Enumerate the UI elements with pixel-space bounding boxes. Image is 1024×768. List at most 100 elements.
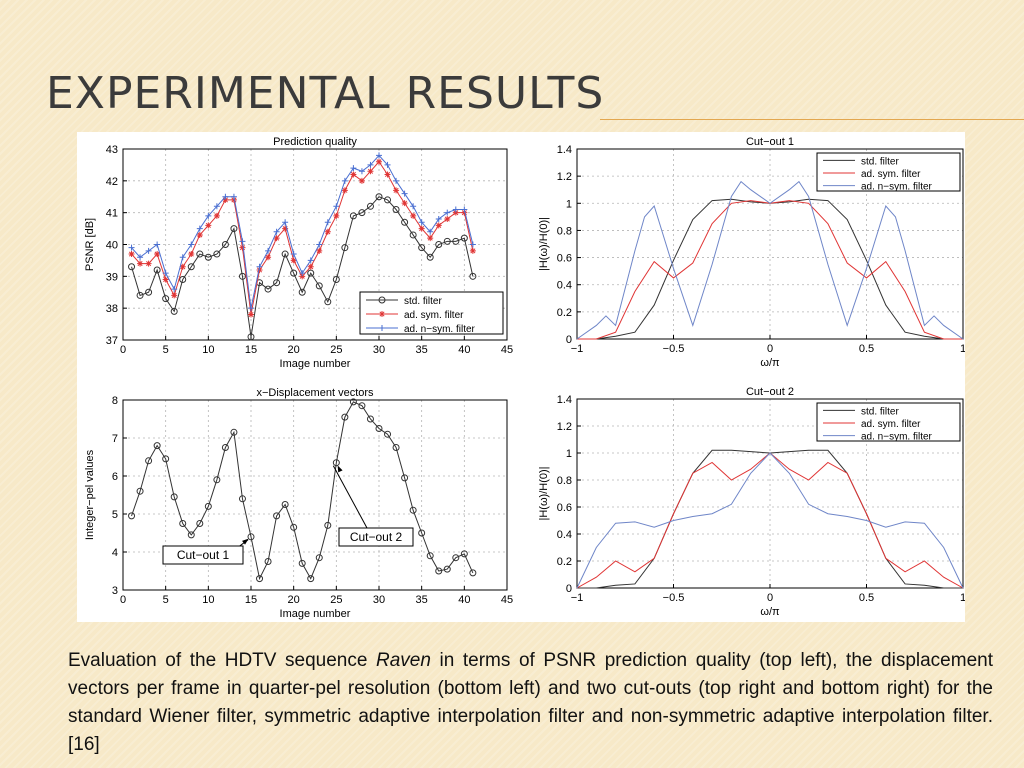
data-point [128, 263, 136, 271]
data-point [213, 203, 220, 210]
data-point [239, 238, 246, 245]
annotation-box [162, 545, 244, 565]
x-tick-label: 20 [288, 594, 300, 606]
x-tick-label: 25 [330, 594, 342, 606]
x-tick-label: −1 [571, 592, 584, 604]
y-tick-label: 0 [566, 583, 572, 595]
chart-title: Cut−out 1 [746, 136, 794, 148]
title-divider [600, 119, 1024, 120]
data-point [401, 474, 409, 482]
data-point [469, 272, 477, 280]
y-tick-label: 0.2 [557, 556, 572, 568]
data-point [410, 212, 417, 219]
y-axis-label: |H(ω)/H(0)| [538, 217, 550, 271]
data-point [358, 177, 365, 184]
x-tick-label: 1 [960, 592, 965, 604]
data-point [392, 205, 400, 213]
data-point [230, 225, 238, 233]
data-point [341, 244, 349, 252]
data-point [333, 212, 340, 219]
data-point [204, 502, 212, 510]
y-tick-label: 0 [566, 334, 572, 346]
data-point [349, 398, 357, 406]
data-point [427, 235, 434, 242]
data-point [162, 295, 170, 303]
y-tick-label: 37 [106, 335, 118, 347]
data-point [469, 569, 477, 577]
data-point [179, 254, 186, 261]
x-tick-label: 40 [458, 344, 470, 356]
y-tick-label: 1 [566, 198, 572, 210]
data-point [137, 254, 144, 261]
data-point [461, 209, 468, 216]
legend-label: ad. sym. filter [861, 169, 921, 180]
y-axis-label: |H(ω)/H(0)| [538, 466, 550, 520]
data-point [460, 234, 468, 242]
x-tick-label: 15 [245, 594, 257, 606]
data-point [384, 430, 392, 438]
data-point [366, 415, 374, 423]
annotation-arrowhead [337, 465, 343, 473]
data-point [444, 216, 451, 223]
data-point [426, 552, 434, 560]
data-point [290, 251, 297, 258]
data-point [290, 269, 298, 277]
data-point [196, 225, 203, 232]
data-point [409, 506, 417, 514]
data-point [222, 196, 229, 203]
y-tick-label: 0.2 [557, 307, 572, 319]
data-point [324, 228, 331, 235]
data-point [247, 333, 255, 341]
data-point [204, 253, 212, 261]
data-point [341, 187, 348, 194]
data-point [264, 558, 272, 565]
data-point [290, 523, 298, 531]
data-point [248, 305, 254, 312]
data-point [239, 244, 246, 251]
x-tick-label: −0.5 [663, 343, 685, 355]
legend-label: std. filter [404, 296, 442, 307]
data-point [401, 190, 408, 197]
data-point [256, 263, 263, 270]
data-point [315, 282, 323, 290]
data-point [350, 171, 357, 178]
data-point [162, 455, 170, 463]
data-point [170, 493, 178, 501]
data-point [332, 276, 340, 284]
legend-marker [378, 296, 386, 304]
data-point [281, 250, 289, 258]
data-point [307, 257, 314, 264]
data-point [299, 273, 306, 280]
data-point [282, 219, 289, 226]
x-tick-label: 0 [120, 344, 126, 356]
x-tick-label: 0 [120, 594, 126, 606]
data-point [213, 212, 220, 219]
data-point [435, 567, 443, 575]
data-point [367, 161, 374, 168]
annotation-arrowhead [242, 538, 249, 545]
x-tick-label: 0.5 [859, 343, 874, 355]
data-point [299, 270, 306, 277]
y-tick-label: 38 [106, 303, 118, 315]
x-tick-label: 0 [767, 343, 773, 355]
y-tick-label: 0.6 [557, 253, 572, 265]
data-point [154, 251, 161, 258]
data-point [273, 512, 281, 520]
y-tick-label: 6 [112, 471, 118, 483]
y-tick-label: 39 [106, 271, 118, 283]
data-point [273, 235, 280, 242]
data-point [153, 442, 161, 450]
x-tick-label: 0 [767, 592, 773, 604]
data-point [273, 228, 280, 235]
data-point [324, 219, 331, 226]
data-point [307, 575, 315, 583]
data-point [273, 279, 281, 287]
y-tick-label: 43 [106, 144, 118, 156]
data-point [384, 196, 392, 204]
data-point [264, 285, 272, 293]
x-tick-label: 20 [288, 344, 300, 356]
data-point [418, 529, 426, 537]
data-point [153, 266, 161, 274]
data-point [393, 187, 400, 194]
